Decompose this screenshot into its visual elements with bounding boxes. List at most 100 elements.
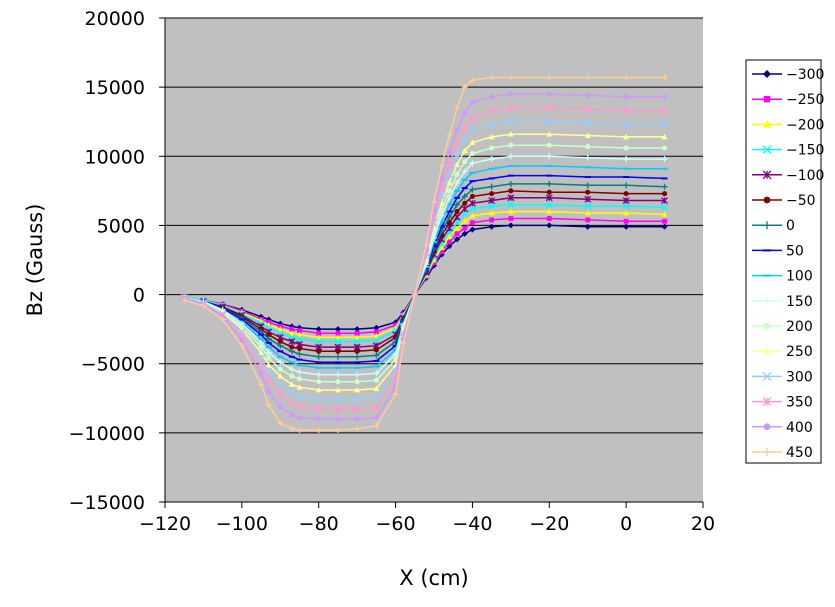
data-point [315,334,322,340]
data-point [392,391,399,398]
data-point [507,74,514,81]
data-point [468,126,476,134]
legend-marker [763,347,771,355]
data-point [507,208,514,214]
data-point [239,337,245,343]
data-point [353,338,361,346]
data-point [423,241,430,248]
data-point [585,92,591,98]
data-point [508,188,514,194]
gridlines [165,17,703,434]
data-point [461,193,468,200]
data-point [288,366,295,373]
data-point [584,209,591,216]
data-point [354,348,360,354]
data-point [623,145,629,151]
data-point [468,205,476,213]
y-tick-label: 20000 [85,8,145,30]
data-point [372,336,380,344]
data-point [315,396,323,404]
data-point [277,366,283,372]
data-point [238,342,245,349]
data-point [623,74,630,81]
data-point [354,416,360,422]
legend-marker [762,397,772,407]
data-point [335,348,341,354]
data-point [446,239,452,245]
data-point [623,94,629,100]
data-point [316,330,322,336]
data-point [488,133,495,140]
data-point [354,353,361,360]
data-point [258,344,264,350]
legend-item: 400 [752,420,813,436]
data-point [446,220,452,226]
data-point [507,153,514,160]
legend-item: −150 [752,143,824,159]
data-point [288,381,295,387]
data-point [469,150,475,157]
data-point [446,233,453,239]
legend-marker [763,448,771,456]
data-point [334,371,341,378]
legend-item: −300 [752,67,824,83]
x-tick-label: −40 [452,513,492,535]
data-point [454,179,461,186]
data-point [469,99,475,105]
data-point [584,223,591,230]
data-point [181,297,188,304]
data-point [623,191,629,197]
data-point [372,404,380,412]
data-point [297,328,302,333]
data-point [469,193,475,199]
data-point [288,338,296,346]
data-point [507,222,514,229]
data-point [461,84,468,91]
legend-label: −200 [786,117,824,133]
data-point [461,230,468,237]
data-point [461,136,469,144]
data-point [289,326,295,332]
legend-label: −50 [786,193,816,209]
data-point [354,379,360,385]
data-point [288,348,295,355]
data-point [266,388,272,394]
data-point [462,225,468,231]
legend-item: 450 [752,445,813,461]
data-point [623,133,630,140]
legend-item: −100 [752,168,824,184]
y-tick-label: −5000 [81,354,145,376]
legend-label: 100 [786,269,813,285]
data-point [469,77,476,84]
legend-box [745,59,822,464]
legend-label: 350 [786,395,813,411]
data-point [334,405,342,413]
data-point [353,405,361,413]
data-point [315,353,322,360]
data-point [288,389,296,397]
data-point [622,107,630,115]
data-point [508,142,514,148]
data-point [296,384,303,390]
data-point [438,244,445,250]
x-tick-label: 20 [691,513,715,535]
legend-item: 200 [752,319,813,335]
legend-label: −300 [786,67,824,83]
data-point [276,390,284,398]
data-point [546,142,552,148]
data-point [277,404,283,410]
data-point [265,402,272,409]
data-point [446,149,452,155]
data-point [289,373,295,379]
data-point [546,208,553,214]
series-450 [181,74,668,434]
data-point [546,216,552,221]
data-point [584,119,592,127]
data-point [661,107,669,115]
data-point [438,200,445,206]
legend: −300 −250 −200 −150 −100 −50 0 50 100 150 200 250 30… [752,67,824,461]
data-point [258,370,264,376]
x-axis-title: X (cm) [399,566,468,590]
data-point [454,231,460,237]
